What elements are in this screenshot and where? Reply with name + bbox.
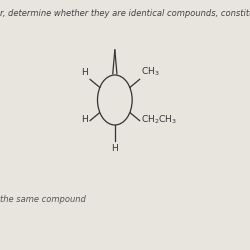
Text: H: H: [82, 115, 88, 124]
Circle shape: [98, 75, 132, 125]
Text: the same compound: the same compound: [0, 195, 86, 204]
Text: CH$_2$CH$_3$: CH$_2$CH$_3$: [141, 114, 177, 126]
Text: H: H: [112, 144, 118, 153]
Text: H: H: [81, 68, 88, 78]
Text: CH$_3$: CH$_3$: [141, 66, 160, 78]
Text: r, determine whether they are identical compounds, constitution: r, determine whether they are identical …: [0, 9, 250, 18]
